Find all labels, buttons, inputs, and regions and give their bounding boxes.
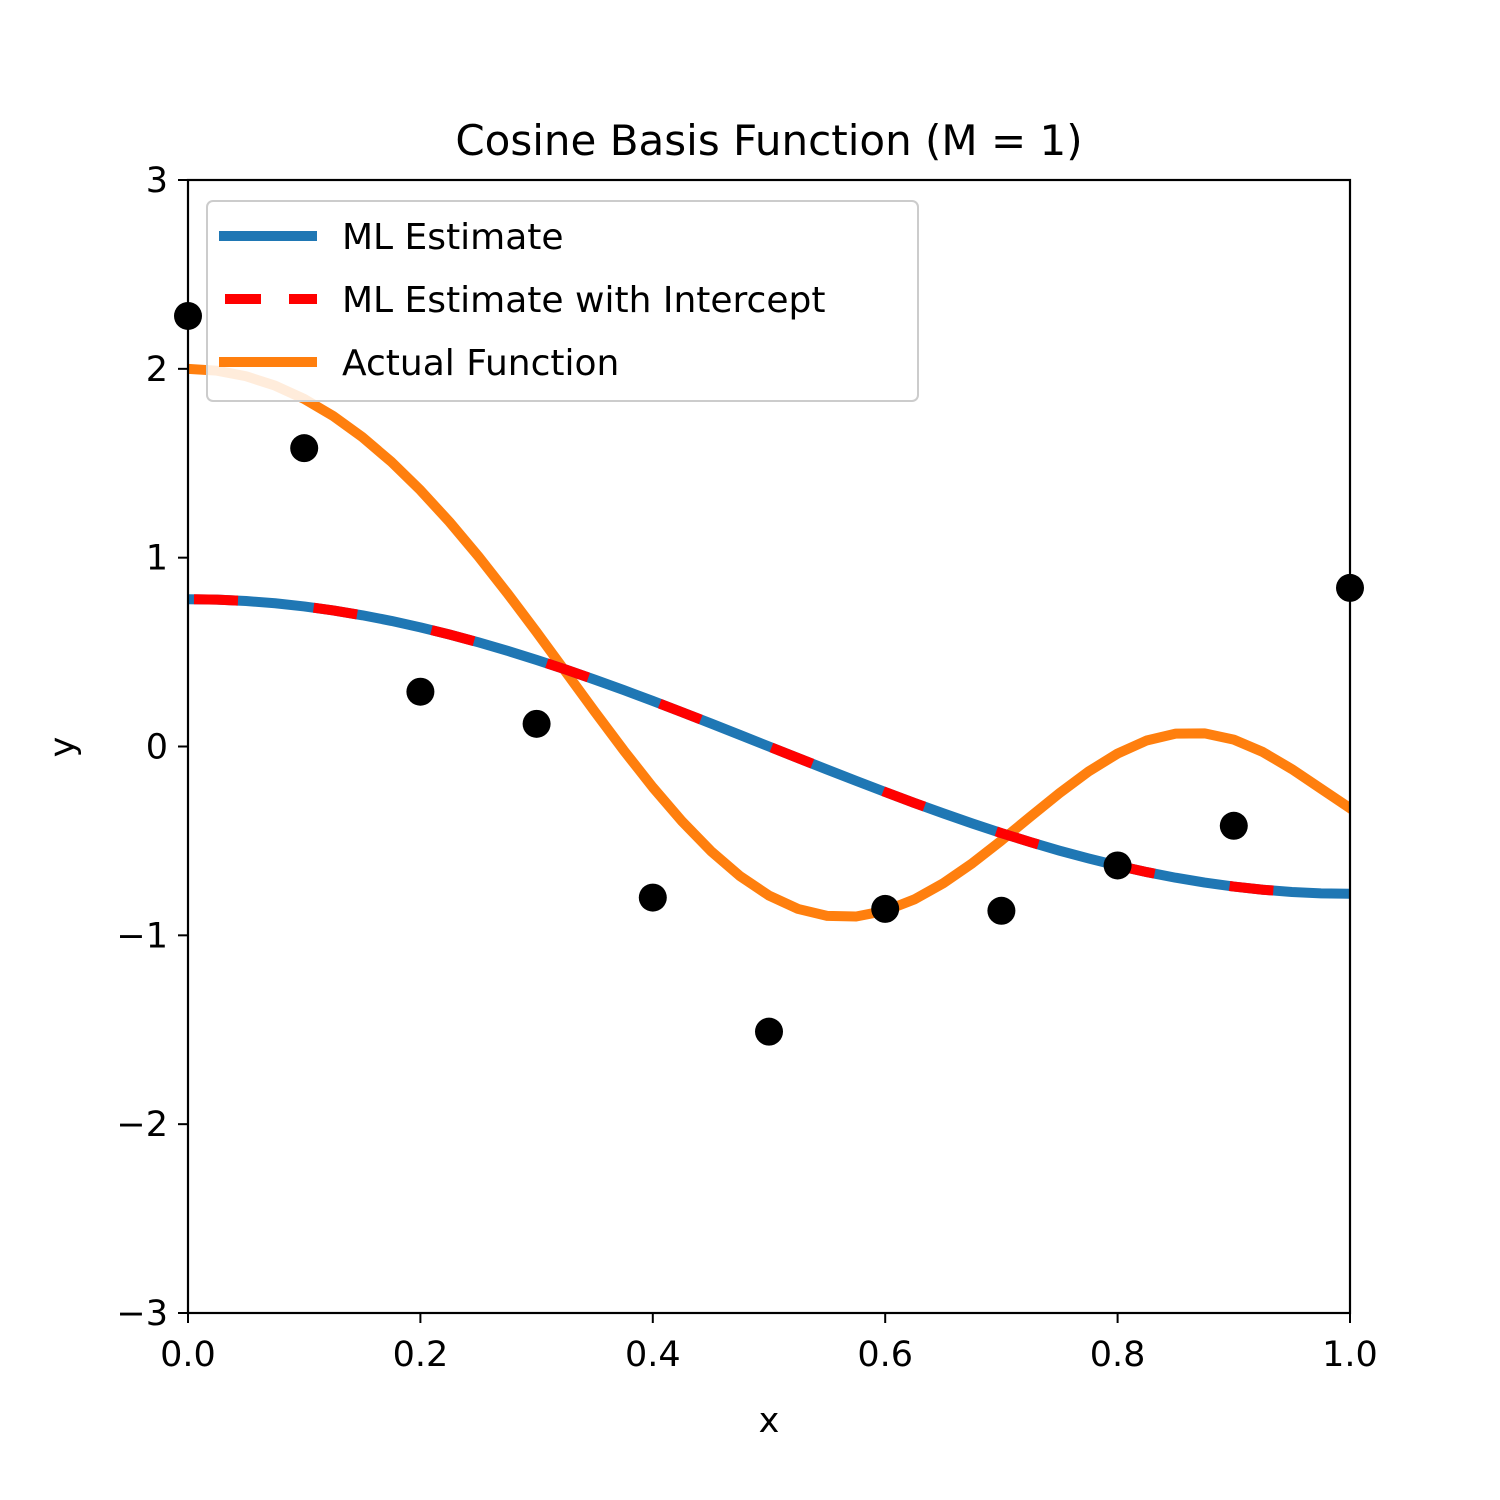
y-tick-label: −2: [116, 1105, 168, 1145]
x-tick-label: 0.6: [857, 1335, 913, 1375]
data-point: [638, 883, 667, 912]
data-point: [406, 677, 435, 706]
x-tick-label: 0.0: [160, 1335, 216, 1375]
data-point: [755, 1017, 783, 1046]
x-tick-label: 0.8: [1090, 1335, 1146, 1375]
y-tick-label: 3: [146, 161, 168, 201]
legend-box: [206, 200, 919, 402]
x-axis: 0.0 0.2 0.4 0.6 0.8 1.0: [160, 1313, 1378, 1375]
x-axis-label: x: [759, 1401, 780, 1441]
y-axis-label: y: [43, 737, 83, 758]
x-tick-label: 1.0: [1322, 1335, 1378, 1375]
data-point: [987, 896, 1016, 925]
legend: ML Estimate ML Estimate with Intercept A…: [206, 200, 919, 402]
data-point: [522, 709, 551, 738]
data-point: [1219, 811, 1248, 840]
y-tick-label: 1: [146, 539, 168, 579]
series-layer: [188, 363, 1350, 922]
legend-label-ml-estimate-with-intercept: ML Estimate with Intercept: [342, 280, 825, 321]
x-tick-label: 0.4: [625, 1335, 681, 1375]
series-line-actual-function: [188, 363, 1350, 922]
y-axis: −3 −2 −1 0 1 2 3: [116, 161, 188, 1334]
series-line-ml-estimate: [188, 594, 1350, 899]
data-point: [290, 434, 319, 463]
x-tick-label: 0.2: [393, 1335, 449, 1375]
y-tick-label: 2: [146, 350, 168, 390]
y-tick-label: −3: [116, 1294, 168, 1334]
y-tick-label: −1: [116, 916, 168, 956]
legend-label-actual-function: Actual Function: [342, 343, 619, 384]
data-point: [871, 894, 900, 923]
data-point: [1103, 851, 1132, 880]
legend-label-ml-estimate: ML Estimate: [342, 217, 564, 258]
chart-title: Cosine Basis Function (M = 1): [455, 116, 1082, 165]
y-tick-label: 0: [146, 728, 168, 768]
